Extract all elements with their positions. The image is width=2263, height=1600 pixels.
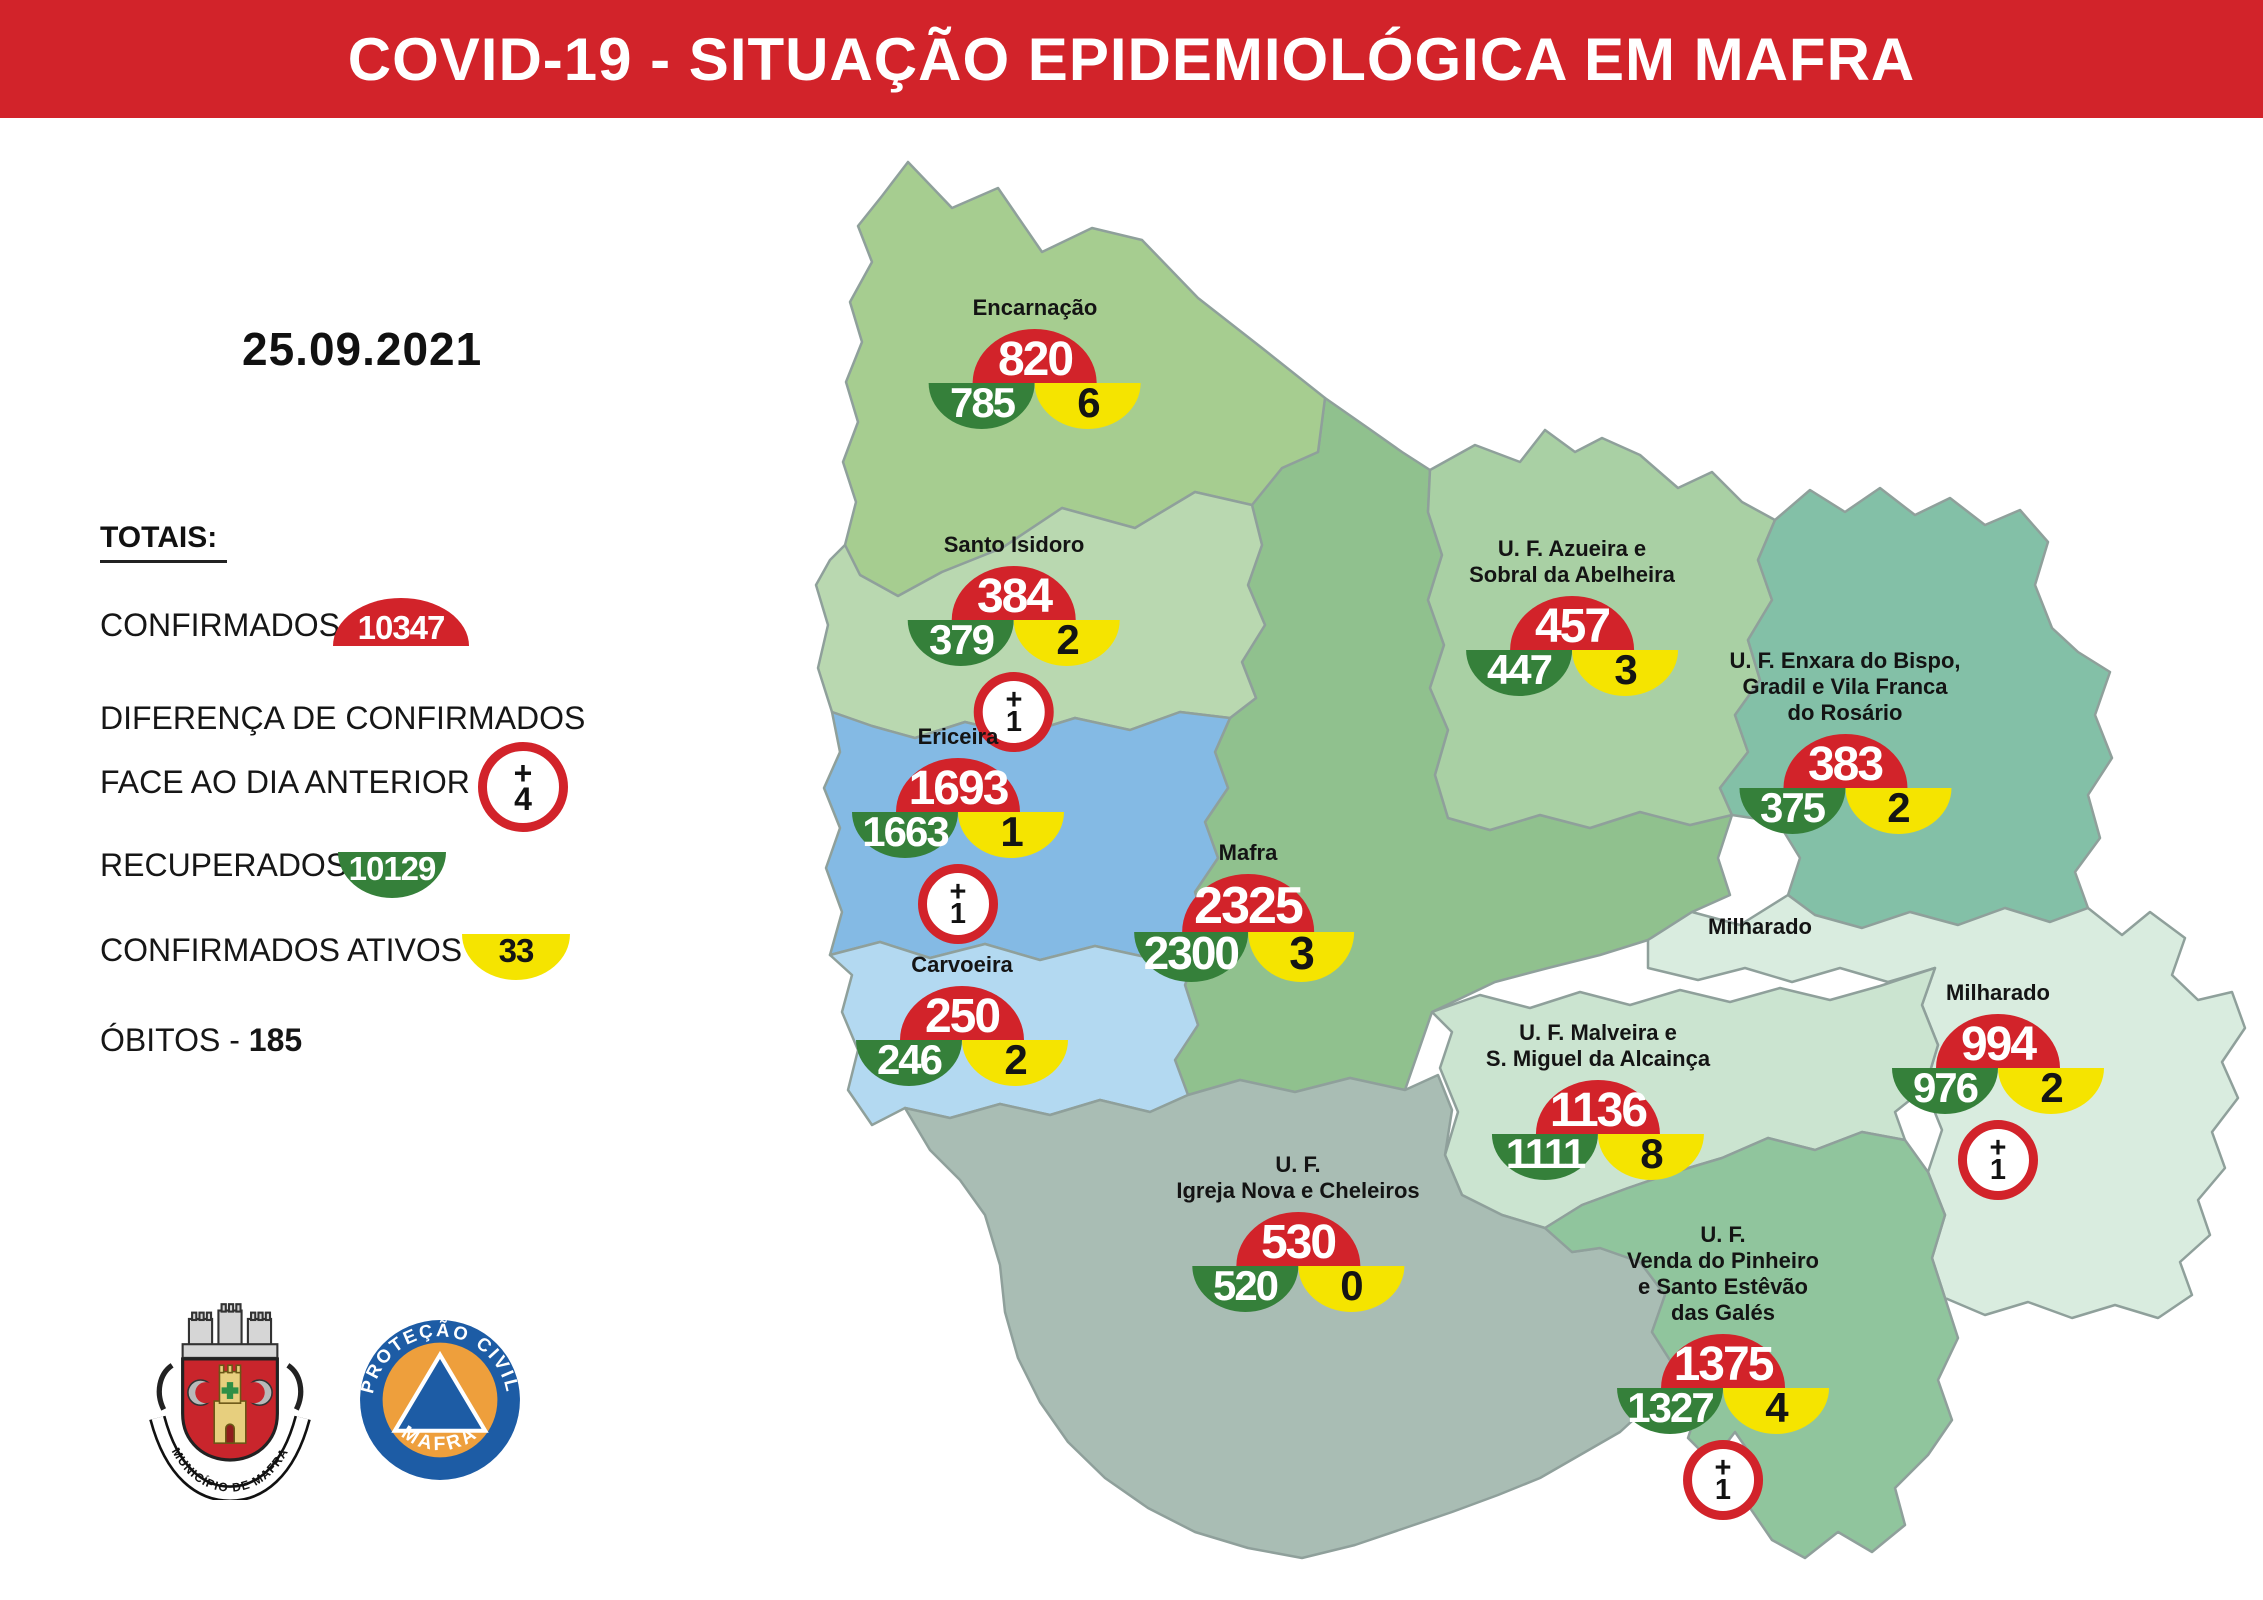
recovered-badge: 1111 (1492, 1133, 1599, 1180)
diff-label-line1: DIFERENÇA DE CONFIRMADOS (100, 700, 586, 736)
region-cluster-milharado: Milharado 994 976 2 + 1 (1892, 980, 2104, 1200)
totals-heading: TOTAIS: (100, 521, 228, 563)
badge-row: 1111 8 (1486, 1133, 1710, 1180)
header-banner: COVID-19 - SITUAÇÃO EPIDEMIOLÓGICA EM MA… (0, 0, 2263, 118)
badge-row: 976 2 (1892, 1067, 2104, 1114)
recovered-total-label: RECUPERADOS (100, 847, 348, 883)
region-cluster-carvoeira: Carvoeira 250 246 2 (856, 952, 1068, 1086)
diff-label-line2: FACE AO DIA ANTERIOR (100, 764, 470, 800)
region-cluster-azueira: U. F. Azueira e Sobral da Abelheira 457 … (1466, 536, 1678, 696)
confirmed-badge: 820 (972, 329, 1097, 383)
confirmed-badge: 250 (900, 986, 1024, 1040)
deaths-value: 1 (949, 898, 967, 930)
mural-crown-icon (181, 1303, 279, 1359)
region-label-milharado-west: Milharado (1708, 914, 1812, 939)
diff-circle-badge: + 4 (478, 742, 568, 832)
region-cluster-encarnacao: Encarnação 820 785 6 (929, 295, 1141, 429)
region-label: Mafra (1218, 840, 1278, 865)
region-label: U. F. Enxara do Bispo, Gradil e Vila Fra… (1729, 648, 1961, 725)
badge-row: 1663 1 (852, 811, 1064, 858)
civil-protection-logo: PROTEÇÃO CIVIL MAFRA (358, 1319, 521, 1480)
region-label: Encarnação (972, 295, 1098, 320)
active-badge: 4 (1722, 1387, 1829, 1434)
confirmed-badge: 384 (952, 566, 1076, 620)
deaths-delta-badge: + 1 (918, 864, 998, 944)
region-cluster-santo-isidoro: Santo Isidoro 384 379 2 + 1 (908, 532, 1120, 752)
deaths-sign: + (1989, 1132, 2007, 1165)
triangle-icon (391, 1350, 489, 1433)
page-title: COVID-19 - SITUAÇÃO EPIDEMIOLÓGICA EM MA… (347, 25, 1916, 93)
recovered-badge: 1327 (1617, 1387, 1724, 1434)
region-label: U. F. Azueira e Sobral da Abelheira (1469, 536, 1675, 587)
region-label: Santo Isidoro (943, 532, 1085, 557)
region-cluster-venda: U. F. Venda do Pinheiro e Santo Estêvão … (1617, 1222, 1829, 1520)
deaths-sign: + (949, 876, 967, 909)
region-label: U. F. Venda do Pinheiro e Santo Estêvão … (1627, 1222, 1819, 1325)
deaths-value: 1 (1005, 706, 1023, 738)
report-date: 25.09.2021 (242, 323, 483, 375)
recovered-badge: 375 (1739, 787, 1846, 834)
badge-row: 785 6 (929, 382, 1141, 429)
badge-row: 1327 4 (1617, 1387, 1829, 1434)
confirmed-badge: 383 (1782, 734, 1907, 788)
deaths-sign: + (1714, 1452, 1732, 1485)
region-label: U. F. Igreja Nova e Cheleiros (1176, 1152, 1420, 1203)
recovered-badge: 1663 (852, 811, 958, 858)
confirmed-badge: 457 (1510, 596, 1634, 650)
deaths-value: 1 (1989, 1154, 2007, 1186)
region-label: Milharado (1946, 980, 2050, 1005)
region-shape-igreja-nova (903, 1073, 1677, 1560)
municipality-coat-of-arms: MUNICÍPIO DE MAFRA (149, 1303, 311, 1500)
tower (213, 1364, 247, 1444)
scroll-right (286, 1363, 304, 1411)
region-cluster-malveira: U. F. Malveira e S. Miguel da Alcainça 1… (1486, 1020, 1710, 1180)
deaths-total-row: ÓBITOS - 185 (100, 1022, 302, 1059)
confirmed-badge: 1136 (1535, 1080, 1660, 1134)
deaths-delta-badge: + 1 (1958, 1120, 2038, 1200)
active-total-label: CONFIRMADOS ATIVOS (100, 932, 463, 968)
recovered-badge: 976 (1892, 1067, 1998, 1114)
scroll-left (156, 1363, 174, 1411)
deaths-delta-badge: + 1 (1682, 1440, 1763, 1520)
badge-row: 375 2 (1729, 787, 1960, 834)
diff-value: 4 (514, 781, 532, 817)
deaths-sign: + (1005, 684, 1023, 717)
recovered-badge: 447 (1466, 649, 1572, 696)
recovered-badge: 520 (1192, 1265, 1299, 1312)
badge-row: 520 0 (1176, 1265, 1419, 1312)
confirmed-total-label: CONFIRMADOS (100, 607, 340, 643)
deaths-delta-badge: + 1 (974, 672, 1054, 752)
badge-row: 246 2 (856, 1039, 1068, 1086)
crescent-right (243, 1379, 273, 1407)
badge-row: 379 2 (908, 619, 1120, 666)
active-badge: 2 (1844, 787, 1951, 834)
crescent-left (187, 1379, 217, 1407)
confirmed-badge: 530 (1235, 1212, 1360, 1266)
region-cluster-ericeira: Ericeira 1693 1663 1 + 1 (852, 724, 1064, 944)
confirmed-badge: 1375 (1660, 1334, 1785, 1388)
diff-sign: + (513, 755, 533, 792)
confirmed-badge: 1693 (896, 758, 1020, 812)
deaths-value: 1 (1714, 1474, 1732, 1506)
deaths-total-label: ÓBITOS - (100, 1022, 240, 1058)
confirmed-badge: 994 (1936, 1014, 2060, 1068)
recovered-badge: 2300 (1133, 930, 1248, 982)
active-badge: 0 (1297, 1265, 1404, 1312)
region-cluster-enxara: U. F. Enxara do Bispo, Gradil e Vila Fra… (1729, 648, 1961, 834)
banner (151, 1416, 309, 1500)
deaths-total-value: 185 (248, 1022, 303, 1058)
region-label: Ericeira (917, 724, 999, 749)
active-badge: 3 (1572, 649, 1678, 696)
region-label: Carvoeira (911, 952, 1013, 977)
region-label: U. F. Malveira e S. Miguel da Alcainça (1485, 1020, 1711, 1071)
region-cluster-igreja-nova: U. F. Igreja Nova e Cheleiros 530 520 0 (1176, 1152, 1420, 1312)
active-badge: 8 (1597, 1133, 1704, 1180)
badge-row: 2300 3 (1133, 930, 1354, 982)
confirmed-badge: 2325 (1182, 874, 1314, 932)
cross-icon (221, 1382, 239, 1399)
badge-row: 447 3 (1466, 649, 1678, 696)
region-cluster-mafra: Mafra 2325 2300 3 (1133, 840, 1354, 982)
